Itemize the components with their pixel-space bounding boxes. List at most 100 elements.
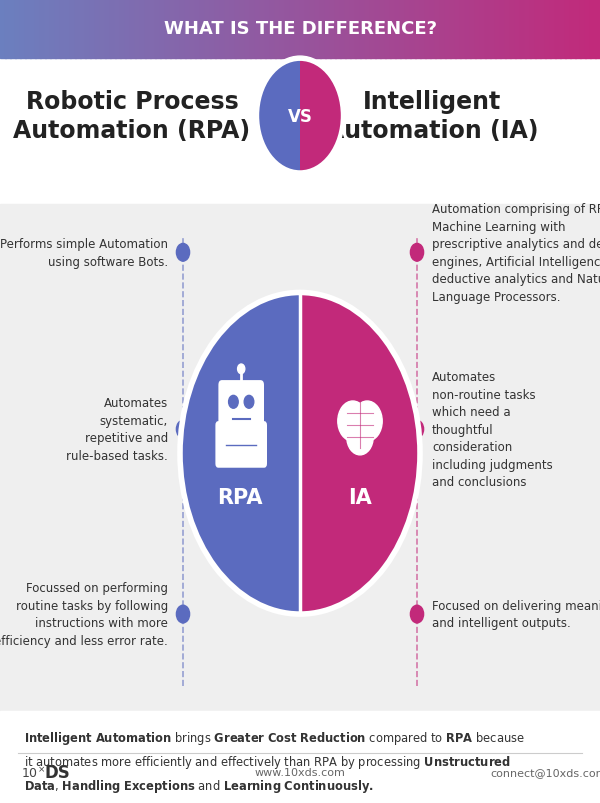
- Circle shape: [176, 605, 190, 623]
- Bar: [85, 0, 91, 59]
- Bar: [540, 0, 546, 59]
- Bar: [215, 0, 221, 59]
- Bar: [90, 0, 96, 59]
- Bar: [555, 0, 561, 59]
- Bar: [525, 0, 531, 59]
- Text: connect@10xds.com: connect@10xds.com: [491, 768, 600, 777]
- Bar: [55, 0, 61, 59]
- Bar: [520, 0, 526, 59]
- Bar: [570, 0, 576, 59]
- Wedge shape: [300, 62, 341, 171]
- Bar: [315, 0, 321, 59]
- Bar: [330, 0, 336, 59]
- Bar: [160, 0, 166, 59]
- Text: Focussed on performing
routine tasks by following
instructions with more
efficie: Focussed on performing routine tasks by …: [0, 581, 168, 647]
- Bar: [440, 0, 446, 59]
- Bar: [290, 0, 296, 59]
- Bar: [380, 0, 386, 59]
- Text: $\bf{Intelligent\ Automation}$ brings $\bf{Greater\ Cost\ Reduction}$ compared t: $\bf{Intelligent\ Automation}$ brings $\…: [24, 729, 525, 794]
- Bar: [515, 0, 521, 59]
- Bar: [265, 0, 271, 59]
- Bar: [140, 0, 146, 59]
- Wedge shape: [300, 293, 420, 614]
- Bar: [250, 0, 256, 59]
- Bar: [375, 0, 381, 59]
- Bar: [15, 0, 21, 59]
- Bar: [400, 0, 406, 59]
- Bar: [335, 0, 341, 59]
- Text: VS: VS: [287, 108, 313, 125]
- Wedge shape: [259, 62, 300, 171]
- Text: Intelligent
Automation (IA): Intelligent Automation (IA): [326, 90, 538, 143]
- Text: www.10xds.com: www.10xds.com: [254, 768, 346, 777]
- Bar: [460, 0, 466, 59]
- Text: RPA: RPA: [217, 488, 263, 507]
- Bar: [295, 0, 301, 59]
- Bar: [155, 0, 161, 59]
- Bar: [345, 0, 351, 59]
- Bar: [165, 0, 171, 59]
- Bar: [5, 0, 11, 59]
- Bar: [285, 0, 291, 59]
- Bar: [235, 0, 241, 59]
- Bar: [480, 0, 486, 59]
- Bar: [120, 0, 126, 59]
- Bar: [350, 0, 356, 59]
- Bar: [200, 0, 206, 59]
- Circle shape: [176, 244, 190, 262]
- Bar: [135, 0, 141, 59]
- Bar: [220, 0, 226, 59]
- Bar: [125, 0, 131, 59]
- Bar: [560, 0, 566, 59]
- Bar: [105, 0, 111, 59]
- Bar: [35, 0, 41, 59]
- Text: DS: DS: [44, 764, 70, 781]
- Bar: [210, 0, 216, 59]
- Text: Performs simple Automation
using software Bots.: Performs simple Automation using softwar…: [0, 238, 168, 268]
- Bar: [475, 0, 481, 59]
- Bar: [230, 0, 236, 59]
- Bar: [60, 0, 66, 59]
- Bar: [270, 0, 276, 59]
- Bar: [300, 0, 306, 59]
- Bar: [390, 0, 396, 59]
- Bar: [255, 0, 261, 59]
- Bar: [365, 0, 371, 59]
- Bar: [180, 0, 186, 59]
- Circle shape: [338, 402, 368, 442]
- Bar: [425, 0, 431, 59]
- Bar: [565, 0, 571, 59]
- Text: IA: IA: [348, 488, 372, 507]
- Bar: [0, 205, 600, 711]
- Text: Focused on delivering meaningful
and intelligent outputs.: Focused on delivering meaningful and int…: [432, 599, 600, 630]
- Bar: [595, 0, 600, 59]
- Bar: [455, 0, 461, 59]
- Bar: [320, 0, 326, 59]
- Bar: [260, 0, 266, 59]
- Circle shape: [410, 244, 424, 262]
- FancyBboxPatch shape: [218, 381, 264, 432]
- Wedge shape: [180, 293, 300, 614]
- Bar: [505, 0, 511, 59]
- Bar: [445, 0, 451, 59]
- Bar: [225, 0, 231, 59]
- Bar: [585, 0, 591, 59]
- Bar: [420, 0, 426, 59]
- Circle shape: [238, 365, 245, 374]
- Bar: [275, 0, 281, 59]
- Bar: [485, 0, 491, 59]
- Circle shape: [410, 605, 424, 623]
- Bar: [500, 0, 506, 59]
- Bar: [510, 0, 516, 59]
- Text: WHAT IS THE DIFFERENCE?: WHAT IS THE DIFFERENCE?: [163, 20, 437, 39]
- Bar: [0, 711, 600, 803]
- Bar: [65, 0, 71, 59]
- Bar: [435, 0, 441, 59]
- Bar: [495, 0, 501, 59]
- Bar: [70, 0, 76, 59]
- Bar: [430, 0, 436, 59]
- Bar: [530, 0, 536, 59]
- Bar: [385, 0, 391, 59]
- Bar: [545, 0, 551, 59]
- Bar: [325, 0, 331, 59]
